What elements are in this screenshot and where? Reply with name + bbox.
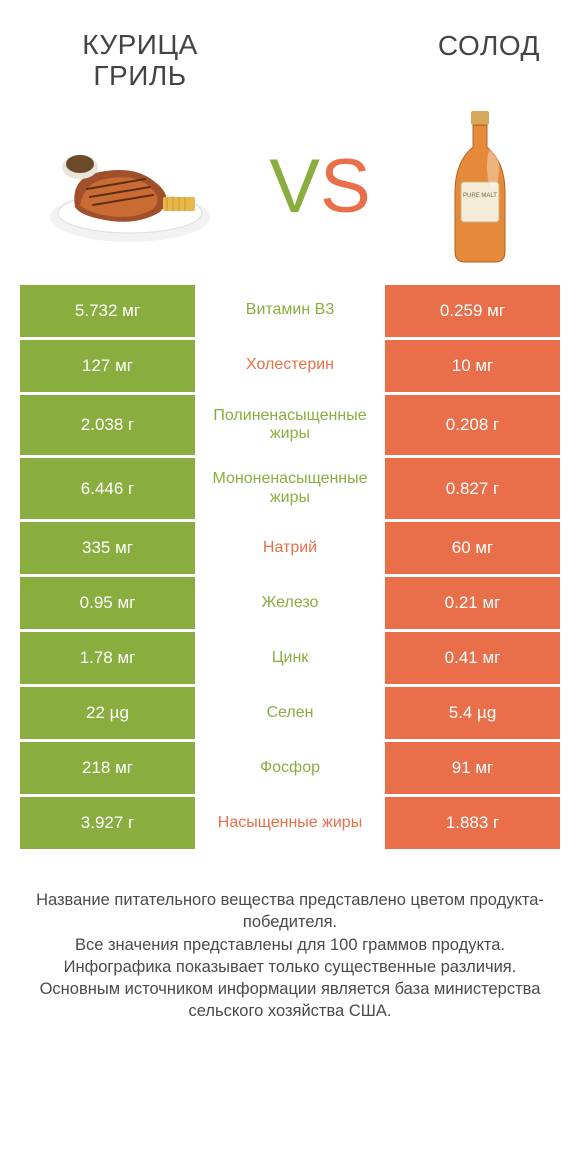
cell-left-value: 0.95 мг xyxy=(20,577,195,629)
cell-left-value: 127 мг xyxy=(20,340,195,392)
table-row: 218 мгФосфор91 мг xyxy=(20,739,560,794)
cell-left-value: 3.927 г xyxy=(20,797,195,849)
cell-right-value: 0.827 г xyxy=(385,458,560,519)
cell-left-value: 6.446 г xyxy=(20,458,195,519)
table-row: 0.95 мгЖелезо0.21 мг xyxy=(20,574,560,629)
food-image-right: PURE MALT xyxy=(420,107,540,267)
svg-text:PURE MALT: PURE MALT xyxy=(463,193,497,199)
cell-left-value: 335 мг xyxy=(20,522,195,574)
cell-nutrient-label: Мононенасыщенные жиры xyxy=(195,458,385,519)
cell-right-value: 60 мг xyxy=(385,522,560,574)
footer-notes: Название питательного вещества представл… xyxy=(0,849,580,1043)
cell-left-value: 5.732 мг xyxy=(20,285,195,337)
cell-right-value: 0.259 мг xyxy=(385,285,560,337)
table-row: 2.038 гПолиненасыщенные жиры0.208 г xyxy=(20,392,560,456)
title-right: СОЛОД xyxy=(438,30,540,62)
header: КУРИЦА ГРИЛЬ СОЛОД xyxy=(0,0,580,102)
cell-right-value: 91 мг xyxy=(385,742,560,794)
cell-right-value: 0.208 г xyxy=(385,395,560,456)
vs-s: S xyxy=(320,149,371,225)
comparison-table: 5.732 мгВитамин B30.259 мг127 мгХолестер… xyxy=(0,282,580,850)
cell-nutrient-label: Полиненасыщенные жиры xyxy=(195,395,385,456)
table-row: 1.78 мгЦинк0.41 мг xyxy=(20,629,560,684)
cell-left-value: 2.038 г xyxy=(20,395,195,456)
cell-nutrient-label: Натрий xyxy=(195,522,385,574)
cell-nutrient-label: Насыщенные жиры xyxy=(195,797,385,849)
table-row: 335 мгНатрий60 мг xyxy=(20,519,560,574)
cell-right-value: 0.41 мг xyxy=(385,632,560,684)
title-left: КУРИЦА ГРИЛЬ xyxy=(40,30,240,92)
cell-nutrient-label: Железо xyxy=(195,577,385,629)
cell-nutrient-label: Фосфор xyxy=(195,742,385,794)
cell-right-value: 10 мг xyxy=(385,340,560,392)
cell-left-value: 1.78 мг xyxy=(20,632,195,684)
table-row: 127 мгХолестерин10 мг xyxy=(20,337,560,392)
vs-v: V xyxy=(269,149,320,225)
cell-nutrient-label: Селен xyxy=(195,687,385,739)
cell-nutrient-label: Витамин B3 xyxy=(195,285,385,337)
cell-left-value: 218 мг xyxy=(20,742,195,794)
vs-label: VS xyxy=(269,149,370,225)
cell-right-value: 1.883 г xyxy=(385,797,560,849)
cell-nutrient-label: Холестерин xyxy=(195,340,385,392)
grilled-chicken-icon xyxy=(45,127,215,247)
cell-nutrient-label: Цинк xyxy=(195,632,385,684)
cell-right-value: 5.4 µg xyxy=(385,687,560,739)
table-row: 22 µgСелен5.4 µg xyxy=(20,684,560,739)
images-row: VS PURE MALT xyxy=(0,102,580,282)
infographic-root: КУРИЦА ГРИЛЬ СОЛОД VS xyxy=(0,0,580,1174)
food-image-left xyxy=(40,122,220,252)
table-row: 6.446 гМононенасыщенные жиры0.827 г xyxy=(20,455,560,519)
cell-right-value: 0.21 мг xyxy=(385,577,560,629)
table-row: 3.927 гНасыщенные жиры1.883 г xyxy=(20,794,560,849)
malt-bottle-icon: PURE MALT xyxy=(435,107,525,267)
cell-left-value: 22 µg xyxy=(20,687,195,739)
table-row: 5.732 мгВитамин B30.259 мг xyxy=(20,282,560,337)
